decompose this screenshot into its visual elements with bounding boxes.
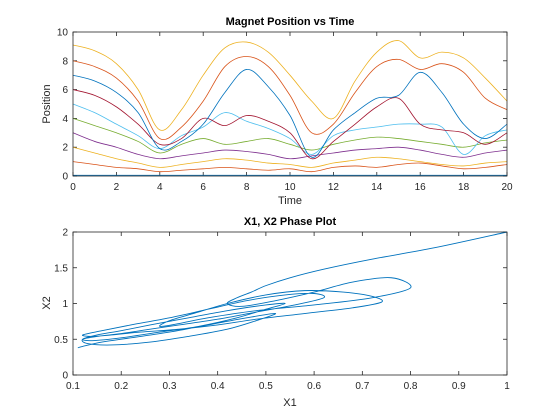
x-tick-label: 0.2	[114, 381, 128, 392]
y-tick-label: 1	[62, 299, 68, 310]
y-tick-label: 2	[62, 143, 68, 154]
x-tick-label: 0.4	[211, 381, 225, 392]
x-tick-label: 4	[157, 182, 163, 193]
series-line-1	[72, 161, 508, 173]
x-tick-label: 1	[504, 381, 510, 392]
series-line-8	[72, 56, 508, 140]
y-tick-label: 1.5	[54, 263, 68, 274]
x-tick-label: 10	[284, 182, 296, 193]
x-tick-label: 16	[415, 182, 427, 193]
x-axis-label: X1	[283, 397, 296, 409]
chart-title: Magnet Position vs Time	[226, 16, 355, 28]
x-tick-label: 8	[244, 182, 250, 193]
y-tick-label: 0	[62, 371, 68, 382]
series-line-5	[72, 103, 508, 155]
x-tick-label: 2	[114, 182, 120, 193]
series-line-2	[72, 146, 508, 168]
x-tick-label: 0.6	[307, 381, 321, 392]
x-tick-label: 0.5	[259, 381, 273, 392]
x-tick-label: 0.1	[66, 381, 80, 392]
y-axis-label: Position	[41, 84, 53, 123]
phase-plot-chart: X1, X2 Phase Plot X1 X2 0.1 0.2 0.3 0.4 0.5 0…	[41, 216, 510, 409]
x-tick-label: 0.9	[452, 381, 466, 392]
magnet-position-chart: Magnet Position vs Time Time Position 0 2…	[41, 16, 513, 207]
series-line-0	[77, 231, 508, 349]
series-line-3	[72, 132, 508, 160]
y-tick-label: 0.5	[54, 335, 68, 346]
x-tick-label: 18	[458, 182, 470, 193]
series-line-9	[72, 40, 508, 131]
x-tick-label: 0.3	[162, 381, 176, 392]
y-tick-label: 10	[57, 28, 69, 39]
plot-frame	[72, 31, 508, 177]
y-tick-label: 4	[62, 114, 68, 125]
x-tick-label: 6	[200, 182, 206, 193]
x-tick-label: 0	[70, 182, 76, 193]
series-line-7	[72, 69, 508, 158]
x-axis-label: Time	[278, 195, 302, 207]
x-tick-label: 12	[328, 182, 340, 193]
x-tick-label: 20	[501, 182, 513, 193]
y-tick-label: 6	[62, 85, 68, 96]
y-tick-label: 2	[62, 228, 68, 239]
y-axis-label: X2	[41, 296, 53, 309]
series-line-6	[72, 89, 508, 160]
plot-frame	[72, 231, 508, 376]
y-tick-label: 8	[62, 56, 68, 67]
x-tick-label: 14	[371, 182, 383, 193]
series-line-4	[72, 118, 508, 154]
y-tick-label: 0	[62, 172, 68, 183]
chart-title: X1, X2 Phase Plot	[244, 216, 337, 228]
x-tick-label: 0.7	[355, 381, 369, 392]
x-tick-label: 0.8	[404, 381, 418, 392]
